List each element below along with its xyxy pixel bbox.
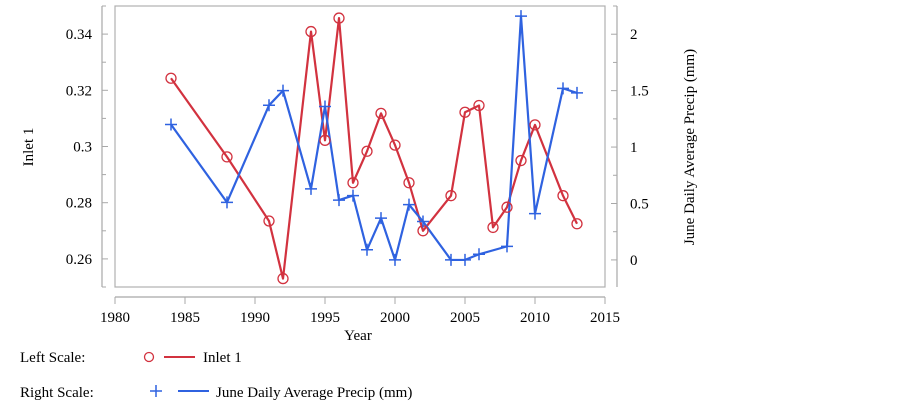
data-point-inlet-1 <box>403 177 415 189</box>
data-point-inlet-1 <box>557 190 569 202</box>
legend-right-scale-label: Right Scale: <box>20 385 94 401</box>
data-point-precip <box>501 240 513 253</box>
data-point-inlet-1 <box>347 177 359 189</box>
data-point-precip <box>361 243 373 256</box>
data-point-precip <box>333 194 345 207</box>
data-point-inlet-1 <box>165 72 177 84</box>
x-tick-label: 2015 <box>590 310 620 326</box>
data-point-precip <box>417 215 429 228</box>
y-axis-label-right: June Daily Average Precip (mm) <box>682 49 698 245</box>
plot-frame <box>114 5 606 288</box>
data-point-precip <box>571 86 583 99</box>
data-point-precip <box>557 82 569 95</box>
x-axis-label: Year <box>344 328 372 344</box>
x-tick-label: 2010 <box>520 310 550 326</box>
data-point-inlet-1 <box>487 221 499 234</box>
x-tick-label: 1985 <box>170 310 200 326</box>
data-point-inlet-1 <box>263 215 275 227</box>
data-point-precip <box>445 253 457 266</box>
data-point-precip <box>515 10 527 23</box>
data-point-precip <box>375 212 387 225</box>
y-right-tick-label: 2 <box>630 27 638 43</box>
data-point-precip <box>165 118 177 131</box>
series-line-precip <box>170 15 578 262</box>
data-point-inlet-1 <box>333 12 345 24</box>
data-point-inlet-1 <box>529 119 541 131</box>
x-tick-label: 1980 <box>100 310 130 326</box>
data-point-inlet-1 <box>389 139 401 151</box>
y-right-tick-label: 1.5 <box>630 84 649 100</box>
y-left-tick-label: 0.34 <box>66 27 93 43</box>
data-point-precip <box>529 207 541 220</box>
data-point-precip <box>319 100 331 113</box>
legend-left-scale-label: Left Scale: <box>20 350 85 366</box>
y-axis-label-left: Inlet 1 <box>21 128 37 167</box>
data-point-precip <box>403 198 415 211</box>
data-point-precip <box>277 84 289 97</box>
y-right-tick-label: 0 <box>630 253 638 269</box>
data-point-precip <box>305 182 317 195</box>
x-tick-label: 2005 <box>450 310 480 326</box>
data-point-inlet-1 <box>305 25 317 38</box>
y-left-tick-label: 0.3 <box>73 140 92 156</box>
x-tick-label: 1990 <box>240 310 270 326</box>
y-left-tick-label: 0.26 <box>66 252 93 268</box>
data-point-inlet-1 <box>459 106 471 118</box>
legend: Left Scale: Inlet 1 Right Scale: June Da… <box>20 350 412 401</box>
x-tick-label: 2000 <box>380 310 410 326</box>
data-point-inlet-1 <box>221 151 233 163</box>
legend-inlet-label: Inlet 1 <box>203 350 242 366</box>
x-tick-label: 1995 <box>310 310 340 326</box>
data-point-inlet-1 <box>361 145 373 157</box>
data-point-precip <box>347 189 359 202</box>
y-left-tick-label: 0.28 <box>66 196 92 212</box>
data-point-inlet-1 <box>445 190 457 202</box>
y-left-tick-label: 0.32 <box>66 83 92 99</box>
data-point-inlet-1 <box>277 272 289 285</box>
data-point-inlet-1 <box>319 134 331 146</box>
data-point-inlet-1 <box>571 218 583 230</box>
data-point-precip <box>263 99 275 112</box>
data-point-inlet-1 <box>515 154 527 167</box>
data-point-inlet-1 <box>375 107 387 119</box>
data-point-precip <box>221 196 233 209</box>
legend-precip-label: June Daily Average Precip (mm) <box>216 385 412 401</box>
data-point-inlet-1 <box>501 201 513 213</box>
series-line-inlet-1 <box>170 16 578 280</box>
data-point-precip <box>459 253 471 266</box>
data-point-precip <box>389 253 401 266</box>
y-right-tick-label: 1 <box>630 140 638 156</box>
y-right-tick-label: 0.5 <box>630 196 649 212</box>
data-point-inlet-1 <box>473 99 485 112</box>
legend-plus-marker-icon <box>150 385 162 397</box>
data-point-precip <box>473 248 485 261</box>
legend-circle-marker-icon <box>143 351 155 363</box>
